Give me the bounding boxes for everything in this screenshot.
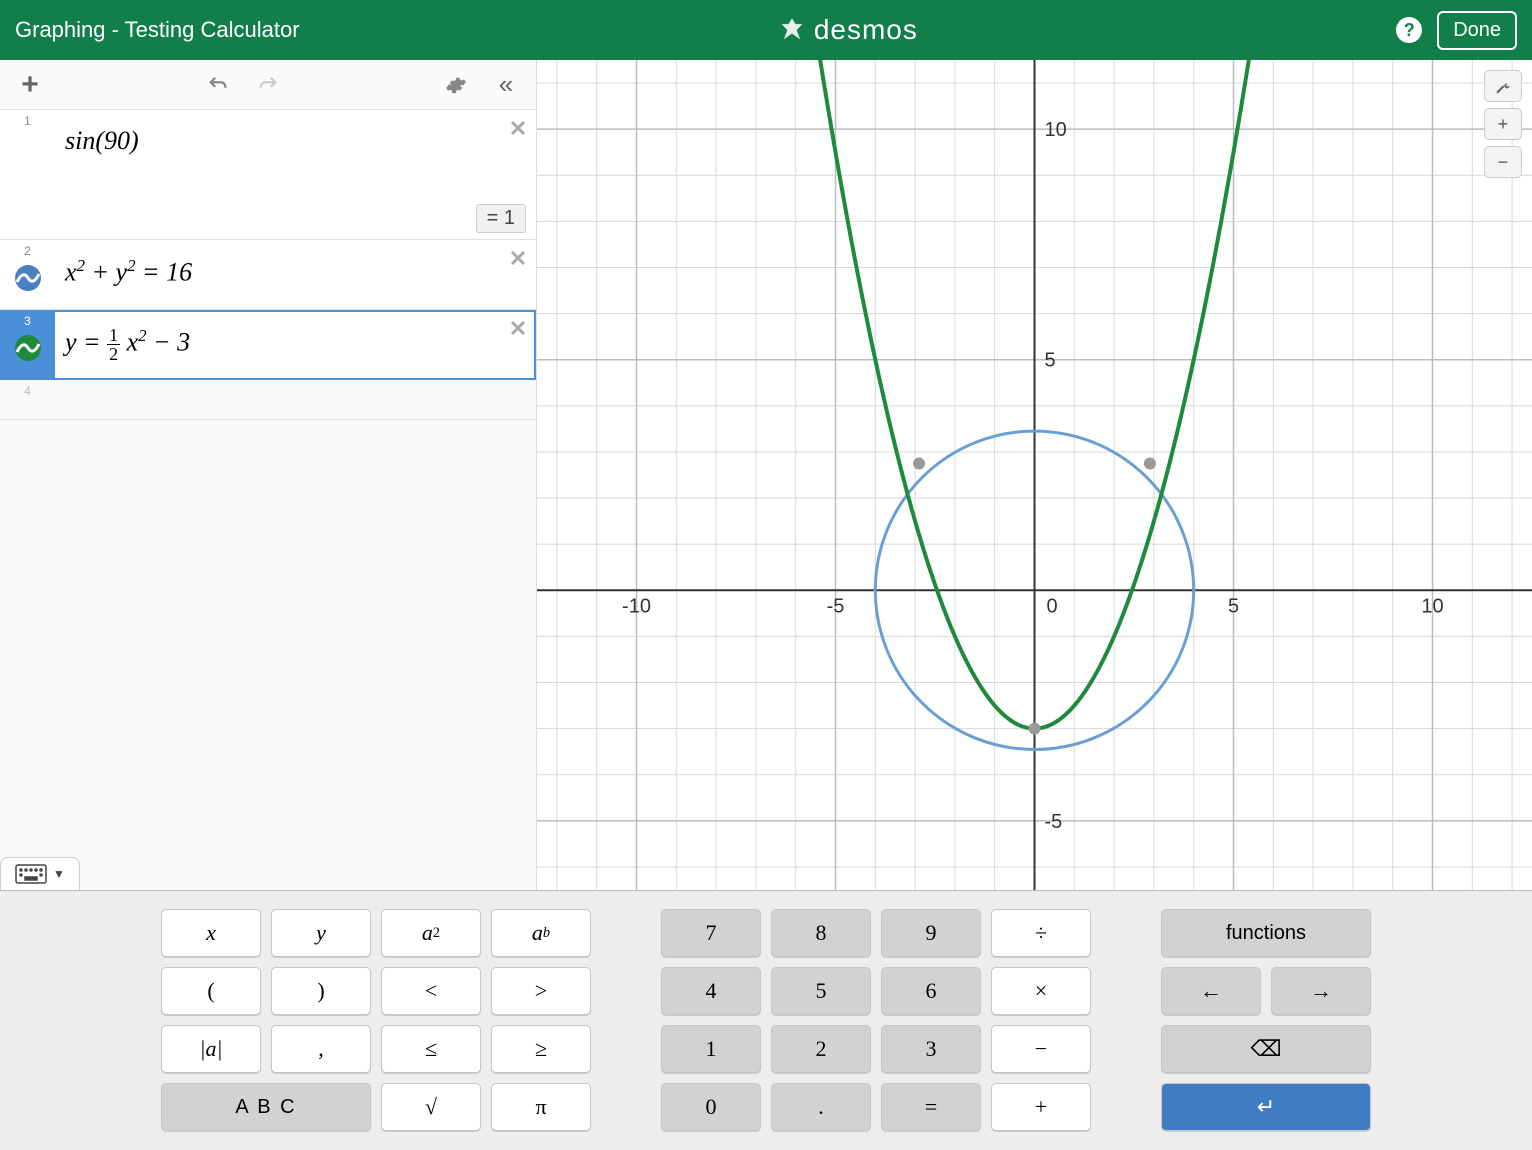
key-[interactable]: <	[381, 967, 481, 1015]
expression-content[interactable]: x2 + y2 = 16	[55, 240, 536, 309]
svg-text:-5: -5	[1045, 811, 1063, 833]
svg-text:10: 10	[1045, 119, 1067, 141]
svg-text:5: 5	[1045, 350, 1056, 372]
key-[interactable]: ≥	[491, 1025, 591, 1073]
expression-row[interactable]: 1sin(90)= 1	[0, 110, 536, 240]
svg-text:5: 5	[1228, 595, 1239, 617]
svg-text:-10: -10	[622, 595, 651, 617]
key-0[interactable]: 0	[661, 1083, 761, 1131]
settings-button[interactable]	[436, 67, 476, 103]
key-[interactable]: ÷	[991, 909, 1091, 957]
header-actions: ? Done	[1396, 11, 1517, 50]
key-2[interactable]: 2	[771, 1025, 871, 1073]
key-[interactable]: ⌫	[1161, 1025, 1371, 1073]
key-[interactable]: ↵	[1161, 1083, 1371, 1131]
key-[interactable]: ←	[1161, 967, 1261, 1015]
delete-expression-button[interactable]	[508, 248, 528, 273]
add-expression-button[interactable]: +	[10, 67, 50, 103]
key-functions[interactable]: functions	[1161, 909, 1371, 957]
key-[interactable]: )	[271, 967, 371, 1015]
plot-color-icon[interactable]	[14, 334, 42, 362]
redo-button[interactable]	[248, 67, 288, 103]
expression-row[interactable]: 4	[0, 380, 536, 420]
key-[interactable]: (	[161, 967, 261, 1015]
delete-expression-button[interactable]	[508, 318, 528, 343]
key-3[interactable]: 3	[881, 1025, 981, 1073]
expression-list: 1sin(90)= 12x2 + y2 = 163y = 12 x2 − 34	[0, 110, 536, 890]
row-number: 2	[0, 240, 55, 309]
collapse-panel-button[interactable]: «	[486, 67, 526, 103]
graph-settings-button[interactable]	[1484, 70, 1522, 102]
help-button[interactable]: ?	[1396, 17, 1422, 43]
row-number: 4	[0, 380, 55, 419]
zoom-out-button[interactable]: −	[1484, 146, 1522, 178]
header: Graphing - Testing Calculator desmos ? D…	[0, 0, 1532, 60]
desmos-logo-icon	[778, 16, 806, 44]
key-[interactable]: ×	[991, 967, 1091, 1015]
svg-text:-5: -5	[827, 595, 845, 617]
expression-panel: + « 1sin(90)= 12x2 + y2 = 163y = 12 x2 −…	[0, 60, 537, 890]
undo-button[interactable]	[198, 67, 238, 103]
expression-content[interactable]: y = 12 x2 − 3	[55, 310, 536, 379]
key-a[interactable]: ab	[491, 909, 591, 957]
key-[interactable]: ,	[271, 1025, 371, 1073]
keyboard-icon	[15, 864, 47, 884]
key-y[interactable]: y	[271, 909, 371, 957]
graph-area[interactable]: -10 -5 0 5 10 -5 5 10 + −	[537, 60, 1532, 890]
svg-text:10: 10	[1421, 595, 1443, 617]
expression-content[interactable]: sin(90)	[55, 110, 536, 239]
expression-row[interactable]: 2x2 + y2 = 16	[0, 240, 536, 310]
key-7[interactable]: 7	[661, 909, 761, 957]
keyboard-toggle-tab[interactable]: ▼	[0, 857, 80, 890]
key-[interactable]: ≤	[381, 1025, 481, 1073]
key-[interactable]: .	[771, 1083, 871, 1131]
key-[interactable]: =	[881, 1083, 981, 1131]
chevron-down-icon: ▼	[53, 867, 65, 881]
key-6[interactable]: 6	[881, 967, 981, 1015]
key-group-actions: functions ←→ ⌫ ↵	[1161, 909, 1371, 1132]
key-abc[interactable]: A B C	[161, 1083, 371, 1131]
expression-content[interactable]	[55, 380, 536, 419]
svg-text:0: 0	[1047, 595, 1058, 617]
plot-color-icon[interactable]	[14, 264, 42, 292]
key-a[interactable]: a2	[381, 909, 481, 957]
delete-expression-button[interactable]	[508, 118, 528, 143]
page-title: Graphing - Testing Calculator	[15, 17, 300, 43]
brand-text: desmos	[814, 14, 918, 46]
key-[interactable]: >	[491, 967, 591, 1015]
key-[interactable]: π	[491, 1083, 591, 1131]
key-1[interactable]: 1	[661, 1025, 761, 1073]
row-number: 1	[0, 110, 55, 239]
key-4[interactable]: 4	[661, 967, 761, 1015]
done-button[interactable]: Done	[1437, 11, 1517, 50]
row-number: 3	[0, 310, 55, 379]
expression-result: = 1	[476, 204, 526, 233]
key-group-numpad: 789÷ 456× 123− 0.=+	[661, 909, 1091, 1132]
key-a[interactable]: |a|	[161, 1025, 261, 1073]
key-9[interactable]: 9	[881, 909, 981, 957]
key-8[interactable]: 8	[771, 909, 871, 957]
brand: desmos	[300, 14, 1397, 46]
key-x[interactable]: x	[161, 909, 261, 957]
key-[interactable]: +	[991, 1083, 1091, 1131]
expression-row[interactable]: 3y = 12 x2 − 3	[0, 310, 536, 380]
on-screen-keyboard: xya2ab ()<> |a|,≤≥ A B C√π 789÷ 456× 123− 0.=+…	[0, 890, 1532, 1150]
key-[interactable]: √	[381, 1083, 481, 1131]
expression-toolbar: + «	[0, 60, 536, 110]
graph-canvas[interactable]: -10 -5 0 5 10 -5 5 10	[537, 60, 1532, 890]
key-group-vars: xya2ab ()<> |a|,≤≥ A B C√π	[161, 909, 591, 1132]
zoom-in-button[interactable]: +	[1484, 108, 1522, 140]
main: + « 1sin(90)= 12x2 + y2 = 163y = 12 x2 −…	[0, 60, 1532, 890]
key-[interactable]: →	[1271, 967, 1371, 1015]
graph-controls: + −	[1484, 70, 1522, 178]
key-[interactable]: −	[991, 1025, 1091, 1073]
key-5[interactable]: 5	[771, 967, 871, 1015]
